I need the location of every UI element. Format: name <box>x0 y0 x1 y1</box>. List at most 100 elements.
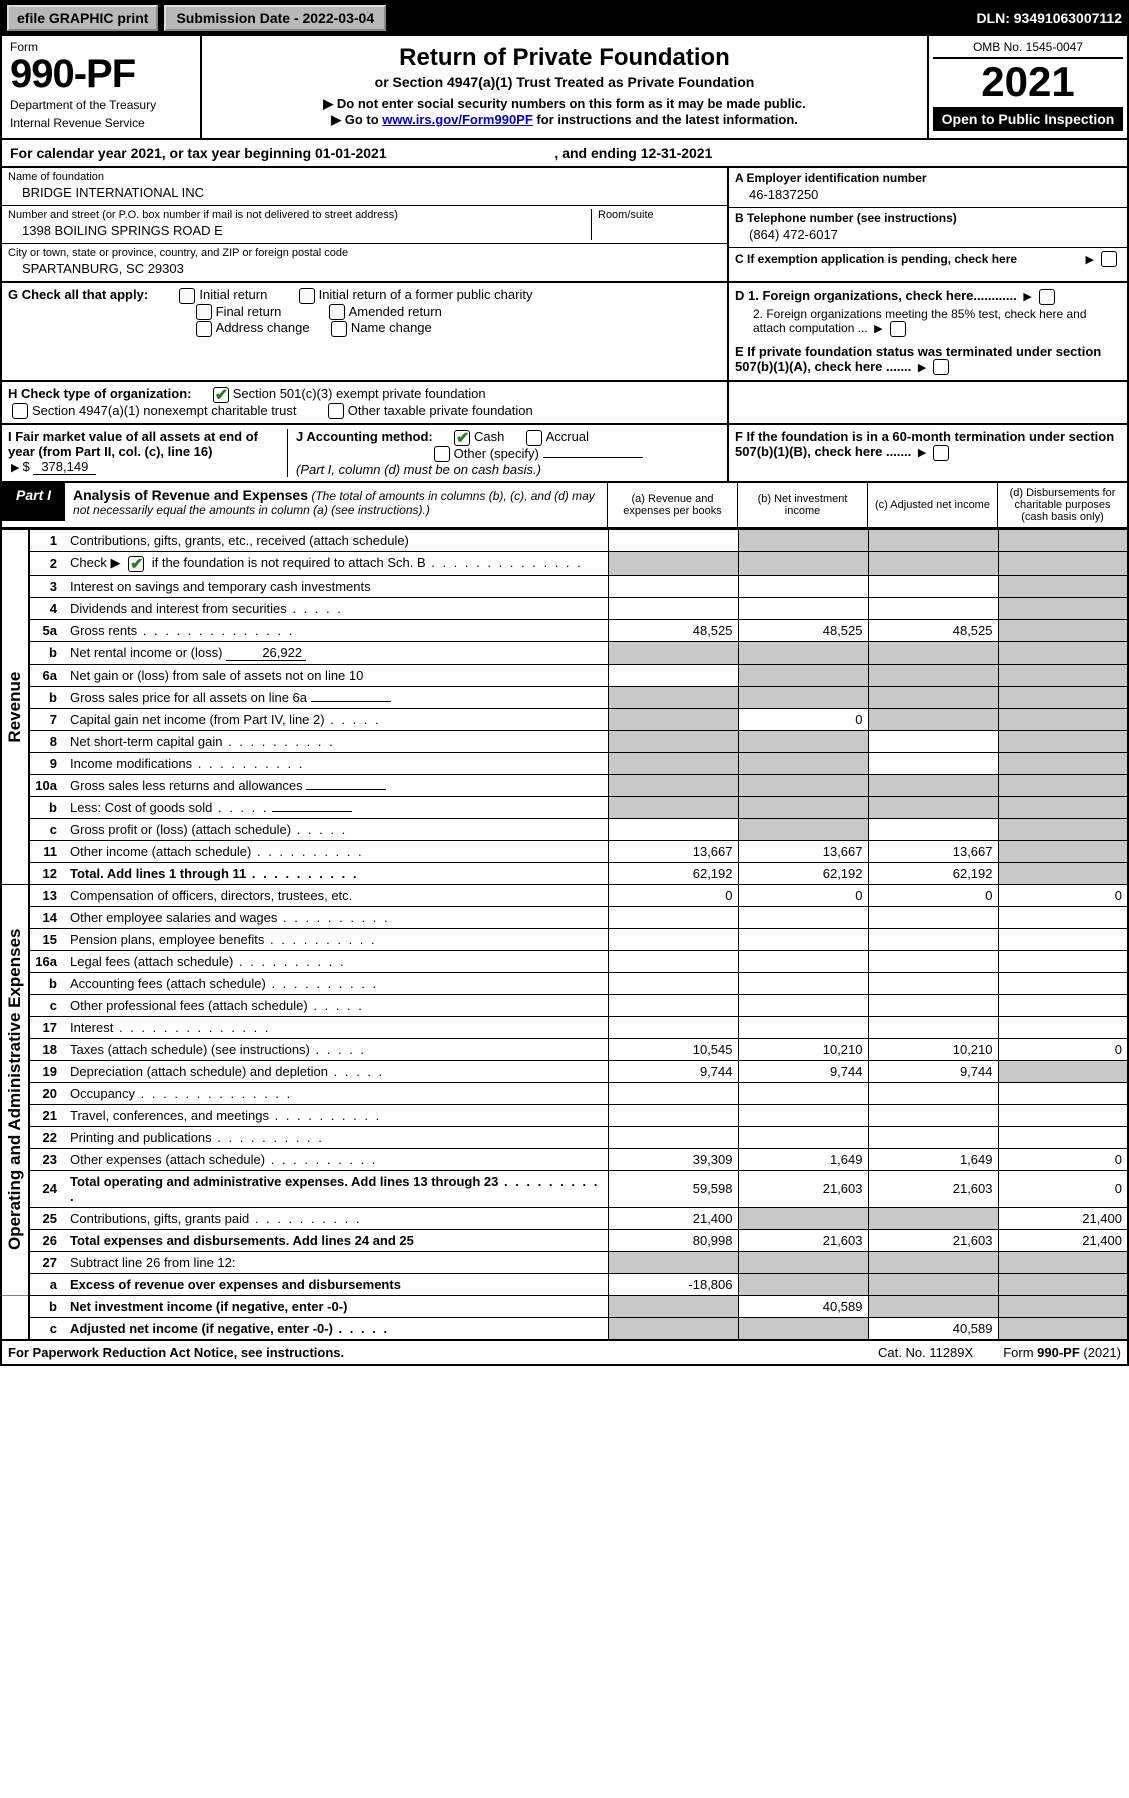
row-24: Total operating and administrative expen… <box>65 1170 608 1207</box>
g-amended-return[interactable] <box>329 304 345 320</box>
g-final-return[interactable] <box>196 304 212 320</box>
table-row: bNet investment income (if negative, ent… <box>1 1295 1128 1317</box>
h-opt-2: Section 4947(a)(1) nonexempt charitable … <box>32 403 296 418</box>
f-checkbox[interactable] <box>933 445 949 461</box>
j-cell: J Accounting method: Cash Accrual Other … <box>288 429 721 477</box>
row-4: Dividends and interest from securities <box>65 597 608 619</box>
footer-cat: Cat. No. 11289X <box>878 1345 973 1360</box>
addr-label: Number and street (or P.O. box number if… <box>8 209 591 221</box>
g-opt-2: Final return <box>216 304 282 319</box>
g-opt-0: Initial return <box>199 287 267 302</box>
j-opt-0: Cash <box>474 429 504 444</box>
table-row: cAdjusted net income (if negative, enter… <box>1 1317 1128 1340</box>
table-row: 5aGross rents48,52548,52548,525 <box>1 619 1128 641</box>
arrow-icon <box>874 321 882 335</box>
cal-begin: 01-01-2021 <box>315 145 387 161</box>
d1-checkbox[interactable] <box>1039 289 1055 305</box>
g-name-change[interactable] <box>331 321 347 337</box>
row-16a: Legal fees (attach schedule) <box>65 950 608 972</box>
table-row: 22Printing and publications <box>1 1126 1128 1148</box>
row-20: Occupancy <box>65 1082 608 1104</box>
table-row: bGross sales price for all assets on lin… <box>1 686 1128 708</box>
irs-label: Internal Revenue Service <box>10 116 192 130</box>
h-4947-checkbox[interactable] <box>12 403 28 419</box>
h-501c3-checkbox[interactable] <box>213 387 229 403</box>
d2-checkbox[interactable] <box>890 321 906 337</box>
table-row: 17Interest <box>1 1016 1128 1038</box>
row-27c: Adjusted net income (if negative, enter … <box>65 1317 608 1340</box>
col-b-hdr: (b) Net investment income <box>737 483 867 527</box>
row-6a: Net gain or (loss) from sale of assets n… <box>65 664 608 686</box>
arrow-icon <box>1023 288 1031 303</box>
j-other: Other (specify) <box>454 446 539 461</box>
g-opt-1: Initial return of a former public charit… <box>319 287 533 302</box>
efile-print-button[interactable]: efile GRAPHIC print <box>7 5 158 31</box>
row-10a: Gross sales less returns and allowances <box>65 774 608 796</box>
h-other-checkbox[interactable] <box>328 403 344 419</box>
schb-checkbox[interactable] <box>128 556 144 572</box>
part1-label: Part I <box>2 483 65 521</box>
open-public: Open to Public Inspection <box>933 107 1123 131</box>
ein-value: 46-1837250 <box>735 185 1121 204</box>
side-revenue: Revenue <box>1 530 29 885</box>
h-opt-1: Section 501(c)(3) exempt private foundat… <box>233 386 486 401</box>
row-16c: Other professional fees (attach schedule… <box>65 994 608 1016</box>
table-row: 27Subtract line 26 from line 12: <box>1 1251 1128 1273</box>
submission-date: Submission Date - 2022-03-04 <box>164 5 386 31</box>
j-label: J Accounting method: <box>296 429 433 444</box>
table-row: 10aGross sales less returns and allowanc… <box>1 774 1128 796</box>
row-11: Other income (attach schedule) <box>65 840 608 862</box>
table-row: cOther professional fees (attach schedul… <box>1 994 1128 1016</box>
city-label: City or town, state or province, country… <box>8 247 721 259</box>
g-label: G Check all that apply: <box>8 287 148 302</box>
row-5b: Net rental income or (loss) 26,922 <box>65 641 608 664</box>
row-5a: Gross rents <box>65 619 608 641</box>
row-14: Other employee salaries and wages <box>65 906 608 928</box>
arrow-icon <box>918 444 926 459</box>
row-17: Interest <box>65 1016 608 1038</box>
row-12: Total. Add lines 1 through 11 <box>65 862 608 884</box>
col-headers: (a) Revenue and expenses per books (b) N… <box>607 483 1127 527</box>
g-initial-former[interactable] <box>299 288 315 304</box>
note2-pre: ▶ Go to <box>331 112 382 127</box>
table-row: 9Income modifications <box>1 752 1128 774</box>
row-22: Printing and publications <box>65 1126 608 1148</box>
table-row: cGross profit or (loss) (attach schedule… <box>1 818 1128 840</box>
g-initial-return[interactable] <box>179 288 195 304</box>
f-cell: F If the foundation is in a 60-month ter… <box>727 425 1127 481</box>
row-27a: Excess of revenue over expenses and disb… <box>65 1273 608 1295</box>
i-label: I Fair market value of all assets at end… <box>8 429 258 459</box>
row-7: Capital gain net income (from Part IV, l… <box>65 708 608 730</box>
row-10b: Less: Cost of goods sold <box>65 796 608 818</box>
name-cell: Name of foundation BRIDGE INTERNATIONAL … <box>2 168 727 206</box>
row-15: Pension plans, employee benefits <box>65 928 608 950</box>
footer-left: For Paperwork Reduction Act Notice, see … <box>8 1345 344 1360</box>
side-expenses: Operating and Administrative Expenses <box>1 884 29 1295</box>
room-label: Room/suite <box>591 209 721 240</box>
table-row: Revenue 1Contributions, gifts, grants, e… <box>1 530 1128 552</box>
j-accrual-checkbox[interactable] <box>526 430 542 446</box>
g-address-change[interactable] <box>196 321 212 337</box>
j-cash-checkbox[interactable] <box>454 430 470 446</box>
table-row: bNet rental income or (loss) 26,922 <box>1 641 1128 664</box>
j-opt-1: Accrual <box>546 429 589 444</box>
e-checkbox[interactable] <box>933 359 949 375</box>
row-10c: Gross profit or (loss) (attach schedule) <box>65 818 608 840</box>
c-label: C If exemption application is pending, c… <box>735 252 1083 266</box>
c-checkbox[interactable] <box>1101 251 1117 267</box>
row-3: Interest on savings and temporary cash i… <box>65 575 608 597</box>
h-label: H Check type of organization: <box>8 386 191 401</box>
h-opt-3: Other taxable private foundation <box>348 403 533 418</box>
table-row: 6aNet gain or (loss) from sale of assets… <box>1 664 1128 686</box>
r5b-val: 26,922 <box>226 645 306 661</box>
table-row: 3Interest on savings and temporary cash … <box>1 575 1128 597</box>
form-subtitle: or Section 4947(a)(1) Trust Treated as P… <box>212 74 917 90</box>
g-opt-3: Amended return <box>349 304 442 319</box>
table-row: 26Total expenses and disbursements. Add … <box>1 1229 1128 1251</box>
form-header: Form 990-PF Department of the Treasury I… <box>0 36 1129 140</box>
table-row: 14Other employee salaries and wages <box>1 906 1128 928</box>
j-other-checkbox[interactable] <box>434 446 450 462</box>
irs-link[interactable]: www.irs.gov/Form990PF <box>382 112 533 127</box>
table-row: 18Taxes (attach schedule) (see instructi… <box>1 1038 1128 1060</box>
table-row: 21Travel, conferences, and meetings <box>1 1104 1128 1126</box>
